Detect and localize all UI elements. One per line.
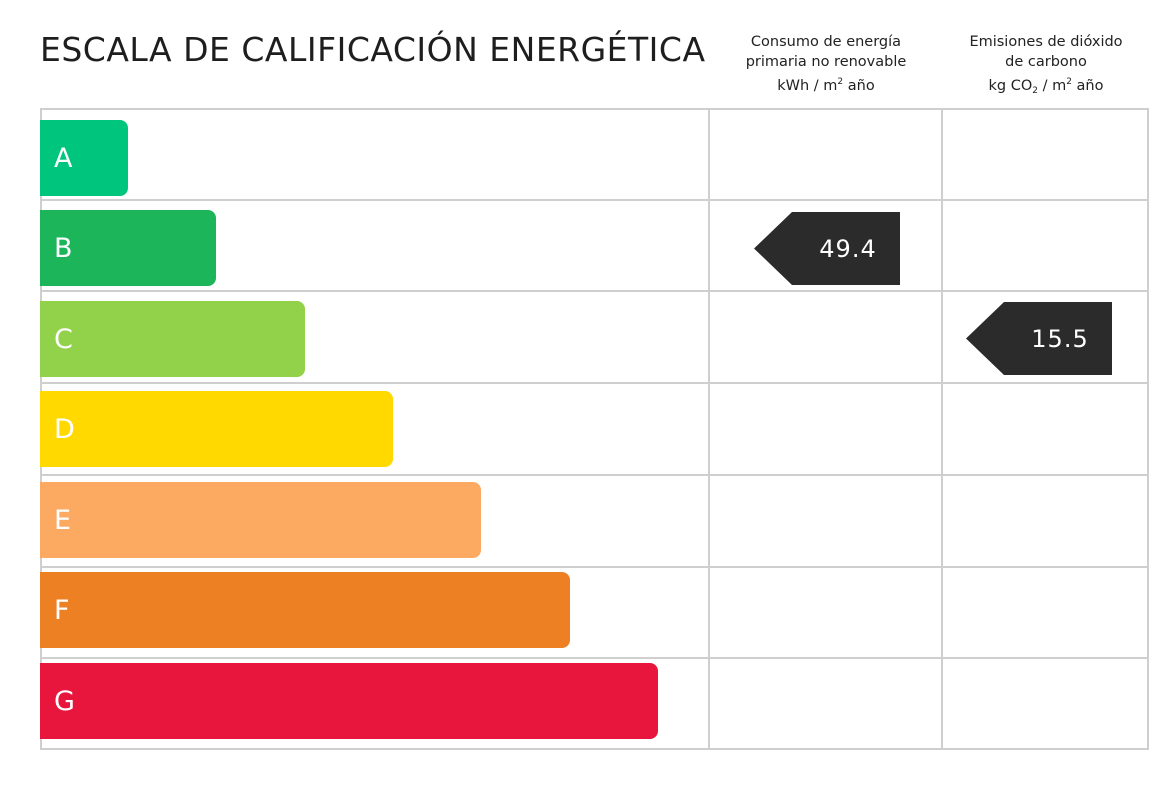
grade-band-d: D: [40, 391, 393, 467]
page-title: ESCALA DE CALIFICACIÓN ENERGÉTICA: [40, 30, 706, 69]
co2-rating-value: 15.5: [1031, 324, 1089, 353]
grade-label: G: [54, 685, 75, 717]
row-divider: [40, 657, 1149, 659]
co2-header-line2: de carbono: [1005, 54, 1087, 70]
grade-label: F: [54, 594, 70, 626]
grade-band-b: B: [40, 210, 216, 286]
arrow-left-icon: [754, 212, 900, 285]
grade-label: A: [54, 142, 73, 174]
energy-column-header: Consumo de energía primaria no renovable…: [710, 32, 942, 96]
row-divider: [40, 382, 1149, 384]
co2-rating-indicator: 15.5: [966, 302, 1112, 375]
column-divider: [708, 108, 710, 750]
column-divider: [941, 108, 943, 750]
row-divider: [40, 199, 1149, 201]
grade-band-e: E: [40, 482, 481, 558]
grade-band-f: F: [40, 572, 570, 648]
row-divider: [40, 566, 1149, 568]
row-divider: [40, 474, 1149, 476]
energy-rating-value: 49.4: [819, 234, 877, 263]
row-divider: [40, 290, 1149, 292]
energy-header-line2: primaria no renovable: [745, 54, 907, 70]
grade-label: C: [54, 323, 73, 355]
grade-band-g: G: [40, 663, 658, 739]
co2-header-unit: kg CO2 / m2 año: [988, 77, 1104, 96]
grade-label: B: [54, 232, 73, 264]
grade-label: D: [54, 413, 75, 445]
energy-rating-indicator: 49.4: [754, 212, 900, 285]
co2-header-line1: Emisiones de dióxido: [969, 34, 1123, 50]
co2-column-header: Emisiones de dióxido de carbono kg CO2 /…: [943, 32, 1149, 101]
grade-label: E: [54, 504, 72, 536]
energy-header-line1: Consumo de energía: [750, 34, 902, 50]
grade-band-a: A: [40, 120, 128, 196]
arrow-left-icon: [966, 302, 1112, 375]
grade-band-c: C: [40, 301, 305, 377]
energy-header-unit: kWh / m2 año: [777, 77, 875, 94]
